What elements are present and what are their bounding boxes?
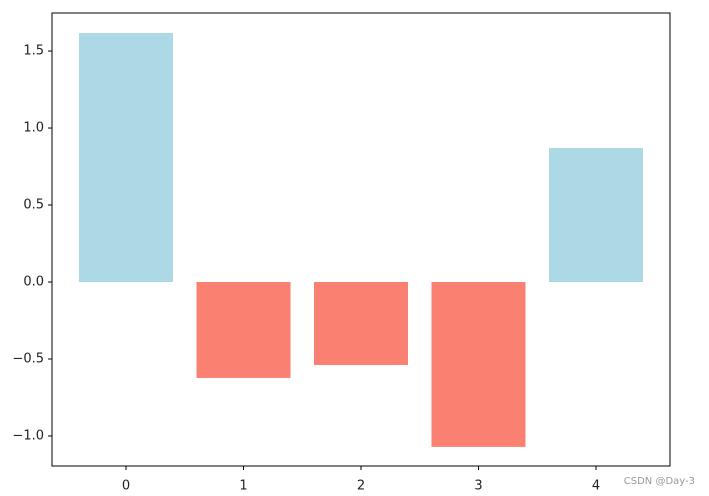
y-tick-label: 1.5 <box>23 44 44 59</box>
bar <box>79 33 174 282</box>
bar <box>314 281 408 365</box>
bar <box>196 281 291 378</box>
x-tick-label: 3 <box>474 479 482 494</box>
y-tick-label: −1.0 <box>12 428 44 443</box>
y-tick-label: 0.5 <box>23 198 44 213</box>
x-tick-label: 0 <box>122 479 130 494</box>
watermark: CSDN @Day-3 <box>624 476 695 487</box>
y-tick-label: 0.0 <box>23 274 44 289</box>
x-tick-label: 4 <box>592 479 600 494</box>
bar <box>431 281 526 447</box>
x-tick-label: 1 <box>239 479 247 494</box>
bar <box>548 148 643 282</box>
x-tick-label: 2 <box>357 479 365 494</box>
y-tick-label: −0.5 <box>12 351 44 366</box>
y-tick-label: 1.0 <box>23 121 44 136</box>
